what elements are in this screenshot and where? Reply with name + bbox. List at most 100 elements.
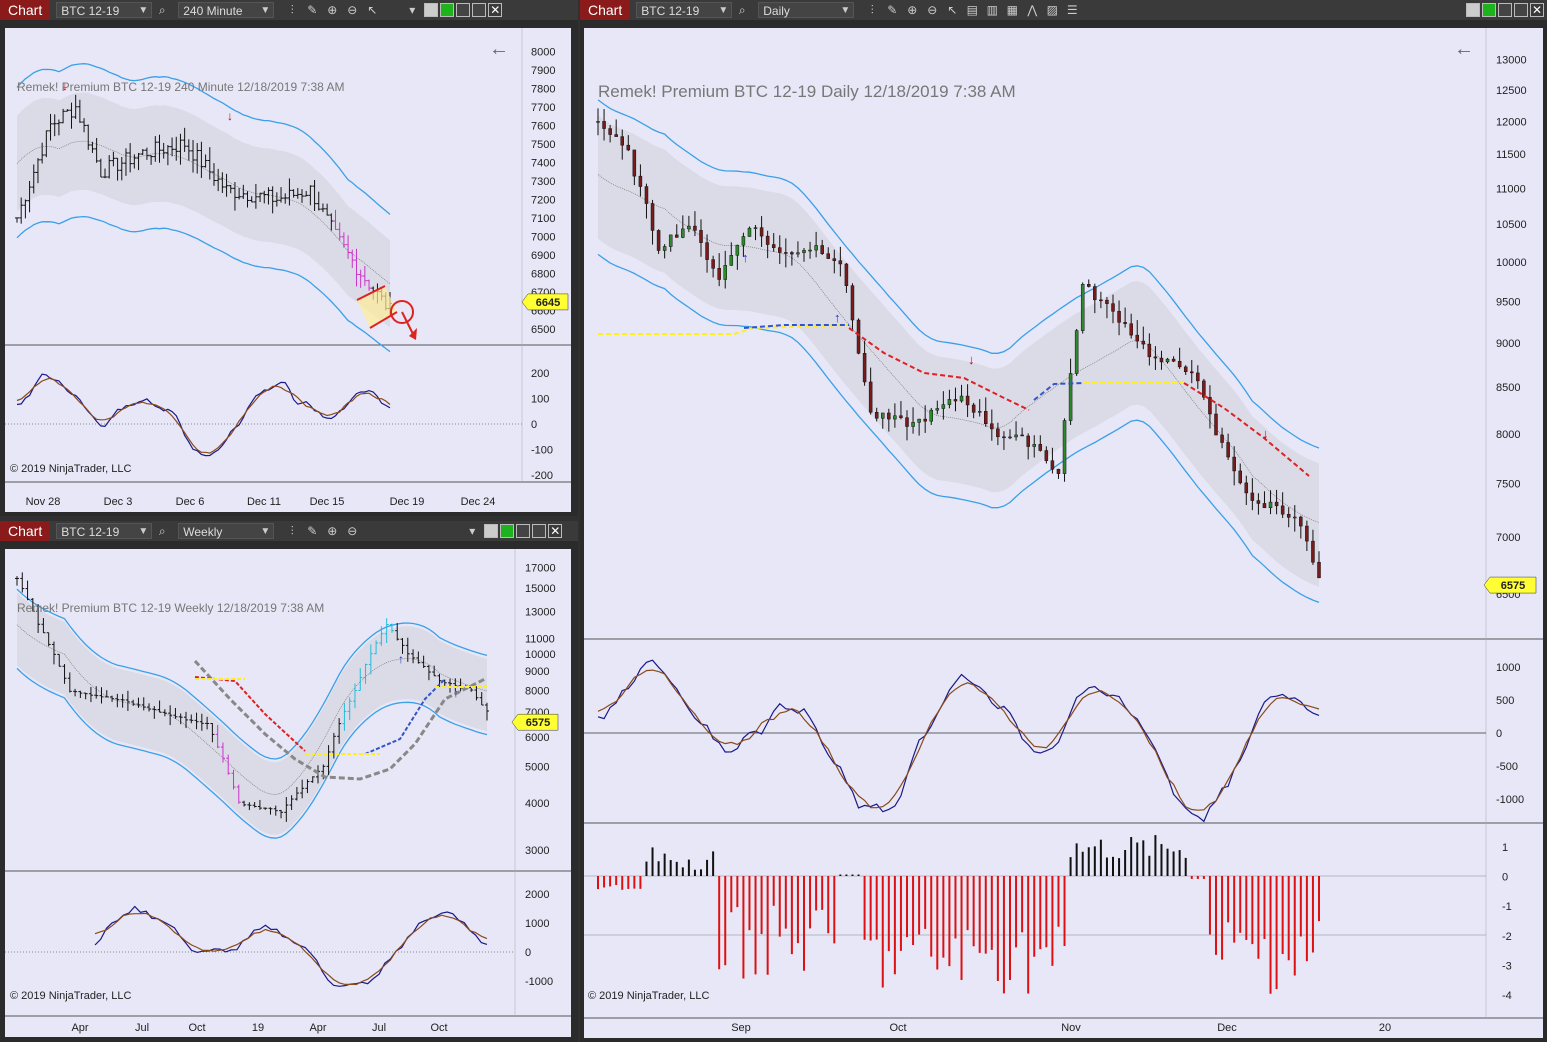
candle-body [1080, 284, 1085, 331]
candle-body [917, 418, 921, 423]
candle-body [971, 404, 976, 413]
instrument-select[interactable]: BTC 12-19 ▼ [636, 2, 733, 18]
x-tick: Dec 6 [176, 496, 205, 508]
window-gray-button[interactable] [1466, 3, 1480, 17]
candle-body [868, 381, 873, 413]
candle-body [1183, 366, 1188, 373]
data-box-icon[interactable]: ▤ [966, 3, 978, 17]
back-arrow-icon[interactable]: ← [1454, 38, 1474, 60]
candle-body [729, 255, 734, 266]
search-icon[interactable]: ⌕ [158, 523, 166, 538]
signal-up-arrow: ↑ [398, 652, 404, 666]
y-tick: 12500 [1496, 85, 1527, 97]
minimize-button[interactable] [456, 3, 471, 17]
candle-body [953, 399, 958, 402]
chart-svg: 1700015000130001100010000900080007000600… [5, 549, 571, 1034]
close-button[interactable]: ✕ [1530, 3, 1544, 17]
y-tick: 5000 [525, 762, 549, 774]
zoom-out-icon[interactable]: ⊖ [347, 3, 358, 17]
search-icon[interactable]: ⌕ [738, 2, 746, 17]
oscW-slow [94, 912, 488, 986]
chart-tab[interactable]: Chart [0, 0, 51, 20]
chart-canvas[interactable]: 17000 15000 13000 11000 10000 9000 8000 7000 600… [5, 549, 571, 1037]
chart-canvas[interactable]: 13000 12500 12000 11500 11000 10500 10000 9500 9… [584, 28, 1543, 1038]
candle-body [1208, 397, 1212, 415]
search-icon[interactable]: ⌕ [158, 2, 166, 17]
candle-body [1244, 482, 1249, 494]
candle-body [1105, 299, 1109, 304]
y-tick: 7000 [1496, 532, 1520, 544]
zoom-in-icon[interactable]: ⊕ [327, 524, 338, 538]
window-link-button[interactable] [500, 524, 515, 538]
draw-tool-icon[interactable]: ✎ [307, 524, 318, 538]
maximize-button[interactable] [532, 524, 547, 538]
minimize-button[interactable] [1498, 3, 1512, 17]
oscW-fast [94, 905, 488, 987]
window-gray-button[interactable] [484, 524, 499, 538]
chart-tab[interactable]: Chart [580, 0, 631, 20]
close-button[interactable]: ✕ [488, 3, 503, 17]
y-tick: 9500 [1496, 296, 1520, 308]
interval-value: Daily [763, 4, 790, 18]
candle-body [893, 415, 897, 420]
zoom-in-icon[interactable]: ⊕ [907, 3, 918, 17]
y-tick: 9000 [525, 666, 549, 678]
zoom-out-icon[interactable]: ⊖ [927, 3, 938, 17]
zoom-out-icon[interactable]: ⊖ [347, 524, 358, 538]
candle-body [1153, 356, 1158, 359]
y-tick: 4000 [525, 798, 549, 810]
instrument-select[interactable]: BTC 12-19 ▼ [56, 523, 153, 539]
candle-body [796, 252, 800, 255]
maximize-button[interactable] [472, 3, 487, 17]
chart-tab[interactable]: Chart [0, 521, 51, 541]
lower-band [16, 215, 391, 353]
draw-tool-icon[interactable]: ✎ [887, 3, 898, 17]
close-button[interactable]: ✕ [548, 524, 563, 538]
x-tick: Dec 11 [247, 496, 281, 508]
instrument-select[interactable]: BTC 12-19 ▼ [56, 2, 153, 18]
interval-select[interactable]: Weekly ▼ [178, 523, 275, 539]
y-tick: 7000 [531, 231, 555, 243]
window-gray-button[interactable] [424, 3, 439, 17]
y-tick: 11000 [525, 634, 555, 646]
interval-select[interactable]: 240 Minute ▼ [178, 2, 275, 18]
y-tick: 8000 [1496, 429, 1520, 441]
window-link-button[interactable] [1482, 3, 1496, 17]
dropdown-icon[interactable]: ▾ [409, 3, 416, 17]
interval-value: 240 Minute [183, 4, 243, 18]
osc-tick: -500 [1496, 761, 1518, 773]
menu-icon[interactable]: ☰ [1066, 3, 1078, 17]
candle-body [1196, 372, 1200, 382]
maximize-button[interactable] [1514, 3, 1528, 17]
bar-type-icon[interactable]: ⫶ [290, 523, 294, 538]
zoom-in-icon[interactable]: ⊕ [327, 3, 338, 17]
draw-tool-icon[interactable]: ✎ [307, 3, 318, 17]
window-link-button[interactable] [440, 3, 455, 17]
y-tick: 6000 [525, 732, 549, 744]
chevron-down-icon: ▼ [840, 5, 851, 16]
candle-body [1050, 460, 1055, 470]
indicators-icon[interactable]: ▥ [986, 3, 998, 17]
interval-select[interactable]: Daily ▼ [758, 2, 855, 18]
pointer-icon[interactable]: ↖ [947, 3, 958, 17]
candle-body [778, 247, 782, 253]
x-tick: Dec 3 [104, 496, 133, 508]
y-tick: 12000 [1496, 116, 1527, 128]
chart-canvas[interactable]: 8000 7900 7800 7700 7600 7500 7400 7300 7200 7100… [5, 28, 571, 512]
trend-icon[interactable]: ⋀ [1027, 3, 1038, 17]
candle-body [881, 412, 885, 419]
candle-body [1202, 380, 1206, 398]
y-tick: 8000 [531, 46, 555, 58]
candle-body [1123, 322, 1127, 324]
properties-icon[interactable]: ▨ [1046, 3, 1058, 17]
pointer-icon[interactable]: ↖ [367, 3, 378, 17]
minimize-button[interactable] [516, 524, 531, 538]
back-arrow-icon[interactable]: ← [489, 38, 509, 60]
dropdown-icon[interactable]: ▾ [469, 524, 476, 538]
strategies-icon[interactable]: ▦ [1006, 3, 1018, 17]
bar-type-icon[interactable]: ⫶ [290, 2, 294, 17]
ma-blue [743, 324, 849, 329]
candle-body [1062, 420, 1067, 474]
bar-type-icon[interactable]: ⫶ [870, 2, 874, 17]
candle-body [1250, 492, 1255, 501]
